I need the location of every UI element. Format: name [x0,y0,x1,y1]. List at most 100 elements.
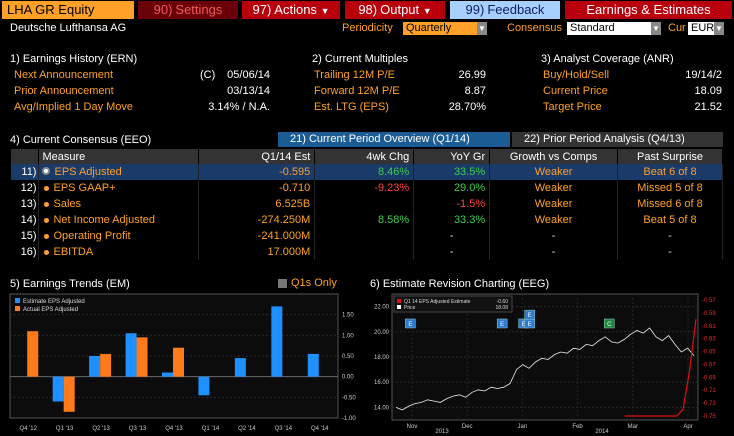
settings-button[interactable]: 90) Settings [138,1,238,19]
col-yoy[interactable]: YoY Gr [413,149,491,164]
settings-label: Settings [175,2,223,17]
ticker-box[interactable]: LHA GR Equity [2,1,134,19]
x-tick-label: Q1 '13 [56,426,74,432]
estimate-series-line [624,319,697,417]
event-marker-label: E [522,322,526,328]
actions-label: Actions [274,2,317,17]
y-tick-label: -0.50 [342,395,356,401]
bullet-icon[interactable] [44,202,50,207]
x-tick-label: Q1 '14 [202,426,220,432]
event-marker-label: E [408,322,412,328]
periodicity-dropdown[interactable]: Quarterly [403,22,477,35]
growth-vs-comps-cell: Weaker [489,180,619,196]
next-announcement-label: Next Announcement [14,69,114,81]
tab-current-period[interactable]: 21) Current Period Overview (Q1/14) [278,132,510,147]
y-tick-label: 1.00 [342,333,354,339]
col-surprise[interactable]: Past Surprise [617,149,723,164]
output-num: 98) [358,2,378,17]
feedback-button[interactable]: 99) Feedback [450,1,560,19]
consensus-label: Consensus [507,22,563,34]
actions-num: 97) [252,2,272,17]
bar [63,376,75,412]
buy-hold-sell-value: 19/14/2 [685,69,722,81]
output-label: Output [380,2,420,17]
right-tick-label: -0.61 [702,324,716,330]
estimate-cell: 6.525B [198,196,316,212]
x-tick-label: Q4 '14 [311,426,329,432]
y-tick-label: 1.50 [342,313,354,319]
measure-cell: EPS GAAP+ [38,180,200,196]
actions-button[interactable]: 97) Actions ▼ [242,1,340,19]
tab-prior-period[interactable]: 22) Prior Period Analysis (Q4/13) [512,132,723,147]
bullet-icon[interactable] [44,234,50,239]
currency-chevron-icon[interactable]: ▼ [714,22,724,35]
bar [100,353,112,377]
radio-selected-icon[interactable] [42,167,51,175]
bar [173,347,184,377]
currency-dropdown[interactable]: EUR [688,22,714,35]
x-year-label: 2014 [595,429,609,434]
col-growth[interactable]: Growth vs Comps [489,149,619,164]
buy-hold-sell-label: Buy/Hold/Sell [543,69,610,81]
earnings-history-title[interactable]: 1) Earnings History (ERN) [10,53,138,65]
past-surprise-cell: Beat 6 of 8 [617,164,723,180]
right-tick-label: -0.59 [702,311,716,317]
table-row[interactable]: 14) Net Income Adjusted -274.250M 8.58% 33.3… [11,212,723,228]
table-row[interactable]: 11) EPS Adjusted -0.595 8.46% 33.5% Weaker Bea… [11,164,723,180]
analyst-coverage-title[interactable]: 3) Analyst Coverage (ANR) [541,53,674,65]
prior-announcement-value: 03/13/14 [227,85,270,97]
yoy-growth-cell: - [413,228,491,244]
bar [27,331,39,377]
table-row[interactable]: 13) Sales 6.525B -1.5% Weaker Missed 6 of 8 [11,196,723,212]
four-week-change-cell: 8.58% [314,212,415,228]
periodicity-label: Periodicity [342,22,393,34]
row-number: 14) [11,212,40,228]
col-chg[interactable]: 4wk Chg [314,149,415,164]
measure-label: EPS GAAP+ [53,182,116,194]
legend-box [393,295,513,313]
q1s-only-checkbox[interactable] [278,279,287,288]
right-tick-label: -0.65 [702,350,716,356]
row-number: 16) [11,244,40,260]
consensus-title[interactable]: 4) Current Consensus (EEO) [10,134,152,146]
y-tick-label: 0.00 [342,375,354,381]
estimate-revision-chart: 22.00 20.00 18.00 16.00 14.00 -0.57 -0.59 -0.61… [374,293,716,434]
avg-move-label: Avg/Implied 1 Day Move [14,101,134,113]
col-est[interactable]: Q1/14 Est [198,149,316,164]
target-price-value: 21.52 [694,101,722,113]
x-tick-label: Q3 '13 [129,426,147,432]
consensus-chevron-icon[interactable]: ▼ [651,22,661,35]
yoy-growth-cell: 29.0% [413,180,491,196]
estimate-cell: -274.250M [198,212,316,228]
table-row[interactable]: 15) Operating Profit -241.000M - - - [11,228,723,244]
company-name: Deutsche Lufthansa AG [10,22,127,34]
x-tick-label: Feb [572,424,583,430]
bar [162,372,173,377]
estimate-cell: -241.000M [198,228,316,244]
legend-label: Q1 14 EPS Adjusted Estimate [404,299,471,305]
bullet-icon[interactable] [44,218,50,223]
periodicity-chevron-icon[interactable]: ▼ [477,22,487,35]
table-row[interactable]: 16) EBITDA 17.000M - - - [11,244,723,260]
col-measure[interactable]: Measure [38,149,200,164]
measure-label: EBITDA [53,246,94,258]
consensus-table: Measure Q1/14 Est 4wk Chg YoY Gr Growth … [11,149,723,260]
measure-label: Sales [53,198,82,210]
event-marker-label: E [500,322,504,328]
revision-chart-title[interactable]: 6) Estimate Revision Charting (EEG) [370,278,550,290]
bullet-icon[interactable] [44,186,50,191]
event-marker [496,318,508,329]
forward-pe-value: 8.87 [464,85,486,97]
x-tick-label: Nov [407,424,418,430]
output-button[interactable]: 98) Output ▼ [345,1,445,19]
table-row[interactable]: 12) EPS GAAP+ -0.710 -9.23% 29.0% Weaker Misse… [11,180,723,196]
trailing-pe-value: 26.99 [458,69,486,81]
earnings-trends-title[interactable]: 5) Earnings Trends (EM) [10,278,130,290]
bullet-icon[interactable] [44,250,50,255]
estimate-cell: -0.710 [198,180,316,196]
growth-vs-comps-cell: - [489,244,619,260]
event-marker [405,318,416,329]
current-price-value: 18.09 [694,85,722,97]
legend-label: Price [404,305,416,311]
consensus-dropdown[interactable]: Standard [567,22,651,35]
